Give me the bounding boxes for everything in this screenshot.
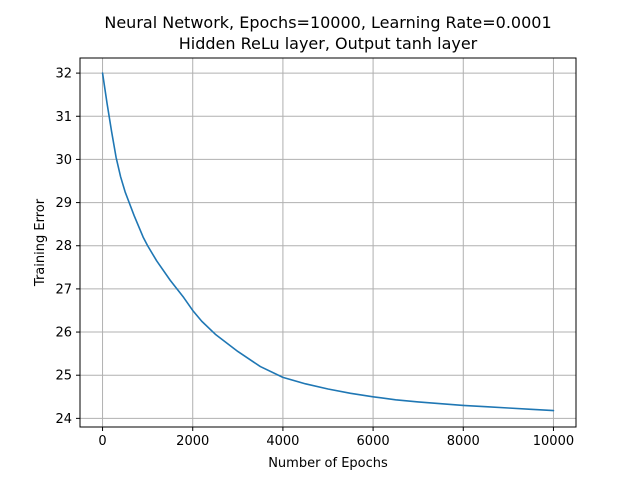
x-tick-label: 2000 bbox=[176, 434, 209, 449]
x-tick-label: 10000 bbox=[533, 434, 574, 449]
y-axis-label: Training Error bbox=[33, 198, 48, 287]
x-tick-label: 6000 bbox=[357, 434, 390, 449]
chart-title: Neural Network, Epochs=10000, Learning R… bbox=[104, 13, 551, 32]
x-tick-label: 0 bbox=[98, 434, 106, 449]
x-tick-label: 8000 bbox=[447, 434, 480, 449]
y-tick-label: 27 bbox=[55, 282, 72, 297]
y-tick-label: 31 bbox=[55, 110, 72, 125]
y-tick-label: 24 bbox=[55, 412, 72, 427]
y-tick-label: 30 bbox=[55, 153, 72, 168]
grid-lines bbox=[80, 58, 576, 427]
series-layer bbox=[101, 72, 555, 412]
y-tick-label: 25 bbox=[55, 369, 72, 384]
plot-frame bbox=[79, 57, 577, 428]
axis-ticks: 0 2000 4000 6000 8000 10000 24 25 26 27 28 29 30 31 32 bbox=[55, 67, 574, 449]
training-error-line bbox=[101, 72, 555, 412]
y-tick-label: 26 bbox=[55, 326, 72, 341]
chart-subtitle: Hidden ReLu layer, Output tanh layer bbox=[179, 34, 478, 53]
y-tick-label: 32 bbox=[55, 67, 72, 82]
y-tick-label: 28 bbox=[55, 239, 72, 254]
x-tick-label: 4000 bbox=[266, 434, 299, 449]
y-tick-label: 29 bbox=[55, 196, 72, 211]
x-axis-label: Number of Epochs bbox=[268, 456, 388, 471]
